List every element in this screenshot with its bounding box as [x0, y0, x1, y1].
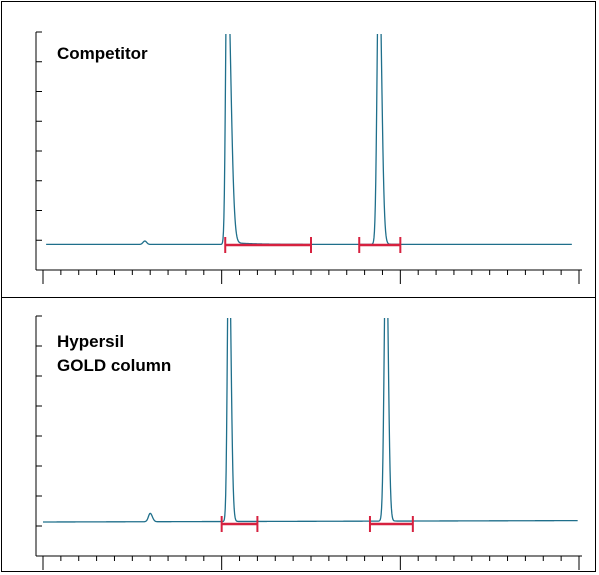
peak-width-bracket-1 [224, 237, 312, 253]
panel-divider [1, 297, 596, 298]
chromatogram-trace [46, 34, 572, 246]
peak-width-bracket-2 [358, 237, 402, 253]
panel-title-competitor: Competitor [57, 44, 148, 63]
chart-hypersil-gold [35, 315, 582, 570]
peak-width-bracket-1 [220, 516, 259, 532]
chart-competitor [35, 31, 582, 284]
peak-width-bracket-2 [368, 516, 414, 532]
chromatogram-trace [43, 318, 578, 523]
panel-title-hypersil-gold: Hypersil GOLD column [57, 332, 172, 375]
